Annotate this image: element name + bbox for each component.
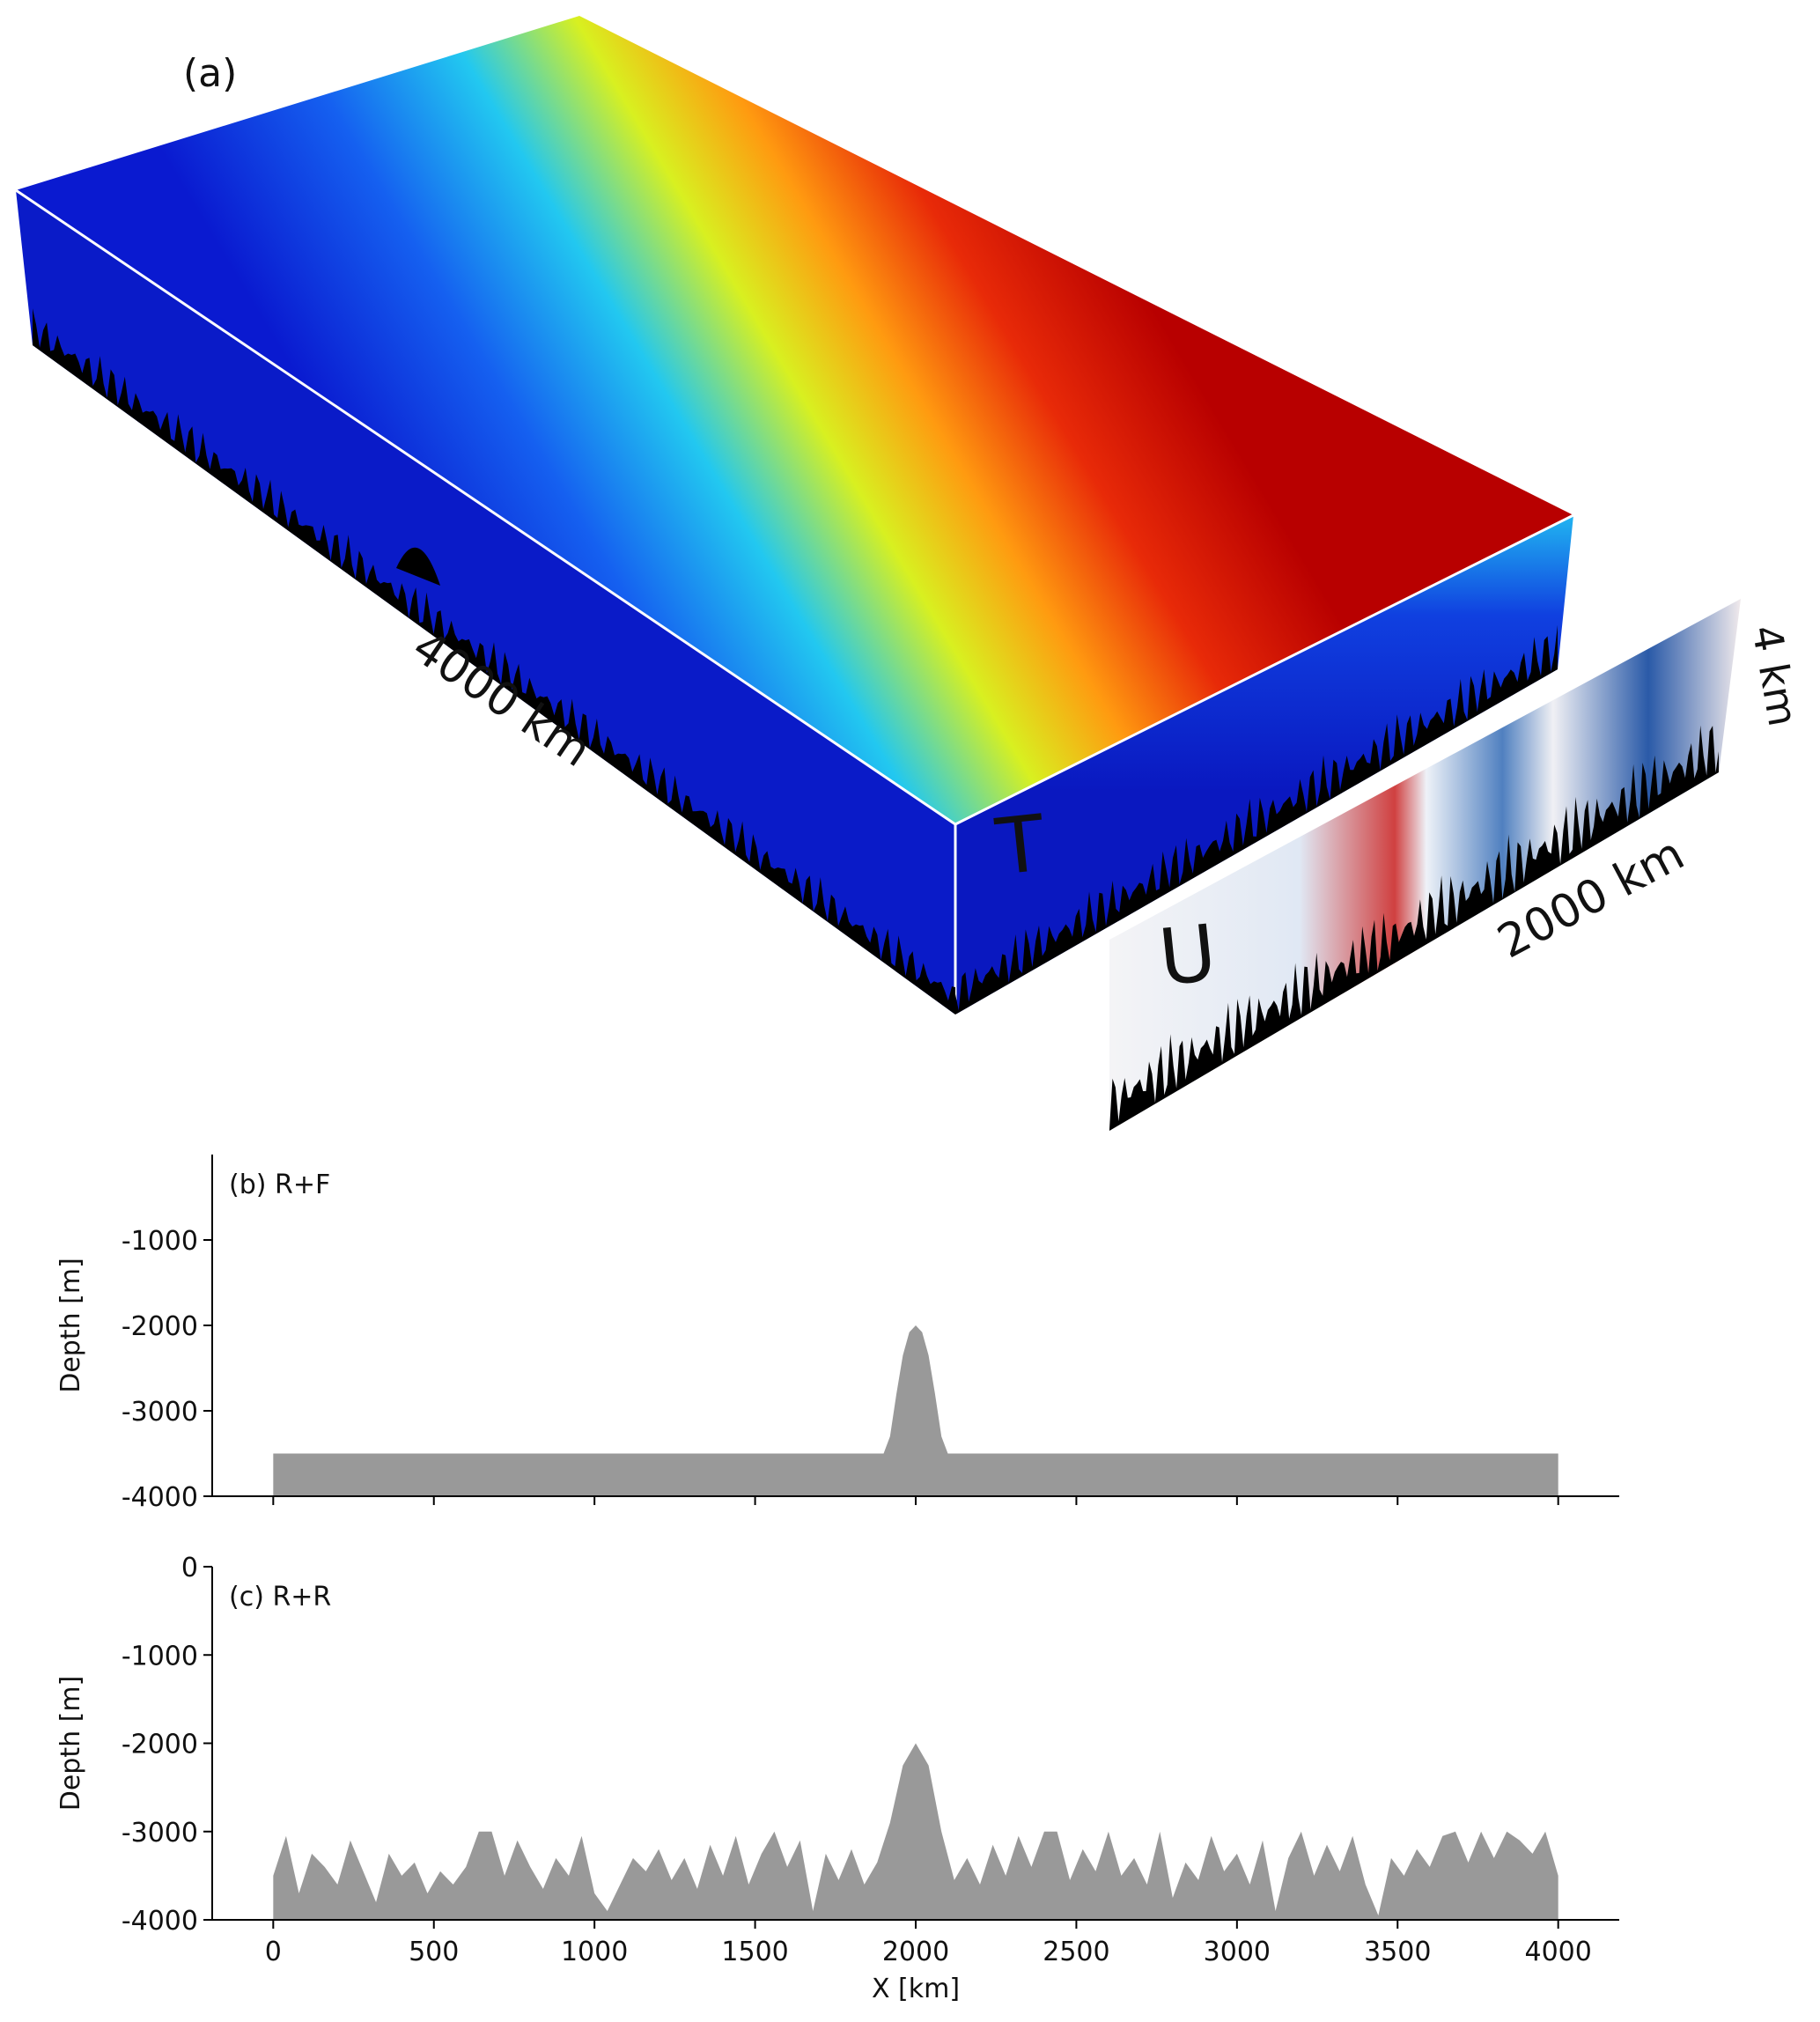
- charts: -4000 -3000 -2000 -1000 (b) R+F Depth [m] -400…: [55, 1155, 1619, 2004]
- x-tick-label: 2500: [1043, 1937, 1109, 1967]
- y-tick-label: -4000: [122, 1906, 198, 1937]
- edge-label: 4 km: [1743, 622, 1807, 730]
- x-tick-label: 3000: [1204, 1937, 1271, 1967]
- x-tick-label: 0: [265, 1937, 282, 1967]
- x-tick-label: 1500: [721, 1937, 788, 1967]
- front-face: [16, 190, 955, 1015]
- field-label: T: [991, 798, 1050, 893]
- x-tick-label: 2000: [882, 1937, 949, 1967]
- x-axis-label: X [km]: [872, 1974, 960, 2004]
- x-tick-label: 1000: [561, 1937, 628, 1967]
- terrain-right: [955, 624, 1558, 1015]
- x-tick-label: 3500: [1364, 1937, 1431, 1967]
- y-axis-label: Depth [m]: [55, 1676, 86, 1812]
- y-tick-label: -2000: [122, 1311, 198, 1342]
- y-tick-label: -1000: [122, 1226, 198, 1257]
- field-label: U: [1154, 907, 1220, 1003]
- y-axis-label: Depth [m]: [55, 1258, 86, 1393]
- terrain: [33, 308, 1719, 1131]
- terrain-u: [1109, 725, 1719, 1131]
- y-tick-label: -3000: [122, 1397, 198, 1428]
- x-tick-label: 500: [409, 1937, 459, 1967]
- right-face: [955, 515, 1573, 1015]
- y-tick-label: -4000: [122, 1482, 198, 1513]
- panel-label: (a): [183, 51, 237, 96]
- y-tick-label: -3000: [122, 1818, 198, 1849]
- y-tick-label: 0: [181, 1553, 198, 1583]
- top-face: [16, 16, 1573, 824]
- y-tick-label: -1000: [122, 1641, 198, 1671]
- terrain-front: [33, 308, 955, 1015]
- area: [273, 1743, 1558, 1920]
- panel-title: (b) R+F: [229, 1170, 330, 1200]
- area: [273, 1325, 1558, 1496]
- terrain-seamount: [396, 547, 440, 586]
- x-tick-label: 4000: [1525, 1937, 1592, 1967]
- panel-a: (a) 4000 km T U 2000 km 4 km: [15, 16, 1807, 1131]
- u-section: [1109, 599, 1741, 1131]
- y-tick-label: -2000: [122, 1730, 198, 1760]
- panel-title: (c) R+R: [229, 1582, 331, 1612]
